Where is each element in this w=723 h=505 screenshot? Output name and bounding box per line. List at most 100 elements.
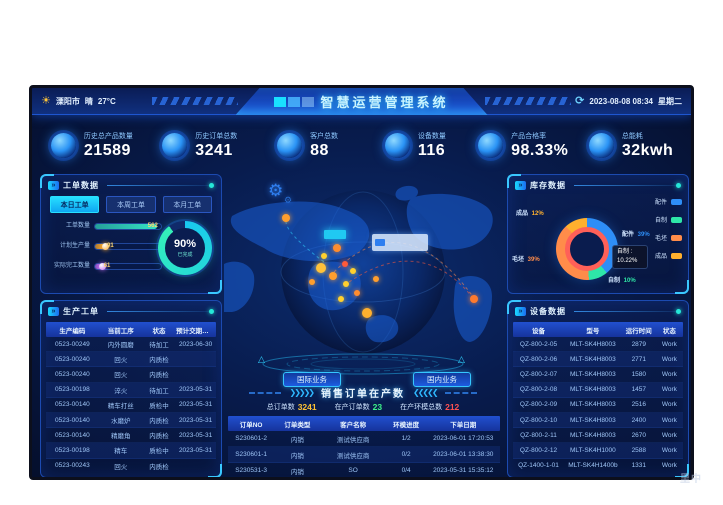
kpi-label: 总能耗 <box>621 132 643 140</box>
kpi-text: 历史订单总数 3241 <box>195 131 237 160</box>
kpi-value: 32kwh <box>621 141 674 159</box>
map-marker <box>282 214 290 222</box>
table-cell: 内销 <box>290 452 304 460</box>
column-header: 型号 <box>586 327 600 335</box>
table-cell: 回火 <box>114 372 128 380</box>
inventory-panel-title: 库存数据 <box>530 181 566 190</box>
table-row: 0523-00140 水磨炉 内质检 2023-05-31 <box>46 412 216 429</box>
workorder-panel-header: » 工单数据 <box>41 175 221 193</box>
table-cell: 待加工 <box>149 387 169 395</box>
bar-label: 计划生产量 <box>59 243 90 250</box>
map-marker <box>470 295 478 303</box>
device-panel-title: 设备数据 <box>530 307 566 316</box>
table-cell: 内外圆磨 <box>107 342 134 350</box>
kpi-text: 产品合格率 98.33% <box>511 131 568 160</box>
table-cell: 2670 <box>631 431 647 439</box>
table-cell: 内质检 <box>149 433 169 441</box>
bar-knob <box>102 243 109 250</box>
table-cell: 0/2 <box>401 451 411 458</box>
map-highlight-tag <box>324 230 346 239</box>
workorder-tabs: 本日工单 本周工单 本月工单 <box>41 193 221 216</box>
header-stripes-right <box>485 97 571 105</box>
table-cell: QZ-800-2-10 <box>519 416 558 424</box>
panel-title-line <box>107 309 214 314</box>
table-cell: 2516 <box>631 401 647 409</box>
kpi-item: 设备数量 116 <box>361 121 469 169</box>
kpi-sphere-icon <box>162 132 188 158</box>
refresh-icon[interactable]: ⟳ <box>575 95 585 107</box>
table-cell: 2023-05-31 <box>178 416 213 424</box>
table-row: 0523-00140 精车打丝 质检中 2023-05-31 <box>46 398 216 413</box>
dash-decor <box>444 391 477 394</box>
table-cell: 0523-00140 <box>54 401 90 409</box>
domestic-business-button[interactable]: 国内业务 <box>413 372 471 387</box>
table-cell: 2023-05-31 <box>178 386 213 394</box>
stat-value: 212 <box>445 402 460 412</box>
bar-track: 91 <box>94 243 162 250</box>
dash-decor <box>249 391 282 394</box>
table-row: S230601-2 内销 测试供应商 1/2 2023-06-01 17:20:53 <box>228 431 500 447</box>
completion-gauge: 90% 已完成 <box>158 221 212 275</box>
tab-2[interactable]: 本周工单 <box>106 196 156 213</box>
map-marker <box>343 281 349 287</box>
header-bar: ☀ 溧阳市 晴 27°C 智慧运营管理系统 ⟳ 2023-08-08 08:34… <box>32 88 691 115</box>
table-cell: Work <box>661 431 677 439</box>
chevrons-left-icon: ❮❮❮❮❮ <box>413 388 438 397</box>
table-row: 0523-00249 内外圆磨 待加工 2023-06-30 <box>46 337 216 353</box>
kpi-item: 历史订单总数 3241 <box>146 121 254 169</box>
map-tooltip <box>372 234 428 251</box>
title-decor-blocks-icon <box>274 96 315 107</box>
tab-3[interactable]: 本月工单 <box>162 196 212 213</box>
table-cell: QZ-800-2-07 <box>519 370 558 378</box>
production-panel-header: » 生产工单 <box>41 301 221 319</box>
gear-icon: ⚙ <box>268 181 284 200</box>
kpi-text: 设备数量 116 <box>418 131 446 160</box>
table-cell: 2400 <box>631 416 647 424</box>
production-panel-title: 生产工单 <box>63 307 99 316</box>
legend-item: 成品 <box>655 251 682 260</box>
kpi-value: 116 <box>417 141 446 159</box>
map-marker <box>373 276 379 282</box>
sales-stat: 在产环模总数 212 <box>400 402 459 412</box>
kpi-value: 88 <box>310 141 329 159</box>
bar-label: 实际完工数量 <box>53 263 90 270</box>
table-cell: 2023-05-31 <box>178 446 213 454</box>
datetime-group: ⟳ 2023-08-08 08:34 星期二 <box>575 88 682 115</box>
temperature-label: 27°C <box>97 97 116 106</box>
legend-swatch <box>671 234 682 241</box>
table-cell: MLT-SK4H8003 <box>570 401 616 409</box>
map-marker <box>329 272 337 280</box>
table-cell: 0/4 <box>401 467 411 474</box>
table-cell: 淬火 <box>114 387 128 395</box>
table-row: 0523-00198 淬火 待加工 2023-05-31 <box>46 382 216 398</box>
kpi-label: 历史订单总数 <box>195 132 238 140</box>
table-cell: Work <box>661 355 677 363</box>
legend-item: 配件 <box>655 197 682 206</box>
sales-table-footer <box>228 479 500 480</box>
tab-1[interactable]: 本日工单 <box>50 196 100 213</box>
sales-stats-row: 总订单数 3241 在产订单数 23 在产环模总数 212 <box>224 402 502 412</box>
column-header: 当前工序 <box>107 327 134 335</box>
table-cell: S230601-1 <box>235 451 268 458</box>
panel-arrow-icon: » <box>515 181 526 190</box>
bar-value: 61 <box>103 263 111 269</box>
legend-swatch <box>671 198 682 205</box>
device-panel-header: » 设备数据 <box>508 301 688 319</box>
weather-group: ☀ 溧阳市 晴 27°C <box>41 88 116 115</box>
table-row: 0523-00243 回火 内质检 <box>46 459 216 473</box>
kpi-item: 历史总产品数量 21589 <box>38 121 146 169</box>
map-marker <box>362 308 372 318</box>
column-header: 设备 <box>532 327 545 335</box>
table-row: QZ-800-2-12 MLT-SK4H1000 2588 Work <box>513 443 683 459</box>
table-cell: 测试供应商 <box>336 436 370 444</box>
table-cell: 测试供应商 <box>336 452 370 460</box>
international-business-button[interactable]: 国际业务 <box>283 372 341 387</box>
kpi-row: 历史总产品数量 21589 历史订单总数 3241 客户总数 88 设备数量 116 产品合格率… <box>38 121 685 169</box>
table-cell: QZ-800-2-06 <box>519 355 558 363</box>
table-cell: 1457 <box>631 386 647 394</box>
column-header: 客户名称 <box>340 421 367 429</box>
table-cell: 质检中 <box>149 448 169 456</box>
kpi-text: 客户总数 88 <box>310 131 338 160</box>
stat-label: 总订单数 <box>266 404 295 411</box>
weather-label: 晴 <box>84 97 93 106</box>
